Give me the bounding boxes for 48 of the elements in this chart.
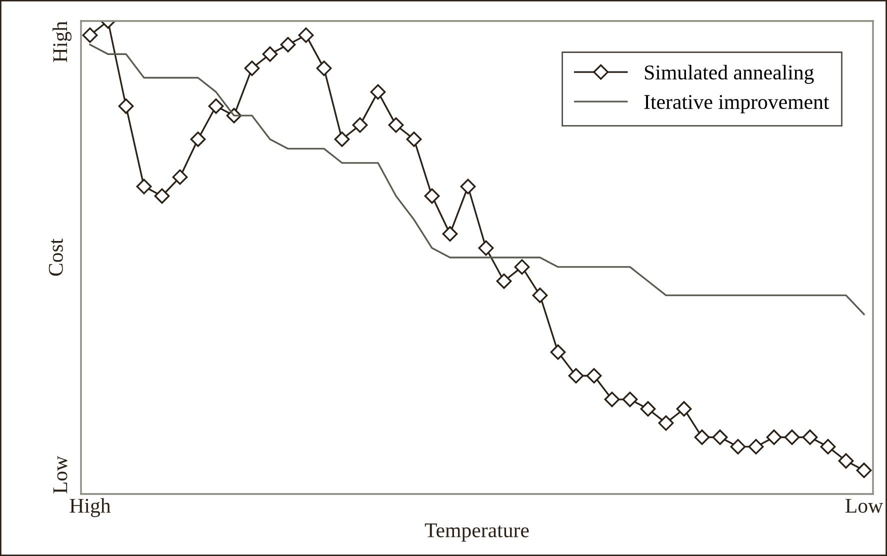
point <box>370 84 386 100</box>
y-axis-title: Cost <box>48 238 63 276</box>
point <box>82 27 98 43</box>
point <box>352 117 368 133</box>
point <box>478 240 494 256</box>
point <box>424 188 440 204</box>
point <box>316 60 332 76</box>
point <box>658 415 674 431</box>
point <box>442 226 458 242</box>
point <box>640 401 656 417</box>
point <box>406 132 422 147</box>
point <box>280 36 296 52</box>
point <box>568 368 584 384</box>
point <box>172 169 188 185</box>
point <box>244 60 260 76</box>
point <box>766 430 782 445</box>
point <box>154 188 170 204</box>
point <box>190 132 206 147</box>
point <box>784 430 800 445</box>
point <box>262 46 278 62</box>
point <box>136 178 152 194</box>
point <box>334 132 350 147</box>
point <box>298 27 314 43</box>
point <box>118 98 134 114</box>
point <box>748 438 764 454</box>
point <box>496 273 512 289</box>
point <box>712 430 728 445</box>
point <box>802 430 818 445</box>
point <box>586 368 602 384</box>
point <box>388 117 404 133</box>
point <box>694 430 710 445</box>
point <box>460 178 476 194</box>
text: Low <box>53 456 68 494</box>
point <box>208 98 224 114</box>
x-axis-title: Temperature <box>424 523 529 542</box>
point <box>856 462 872 478</box>
point <box>532 288 548 304</box>
point <box>622 392 638 408</box>
point <box>820 438 836 454</box>
legend-label: Simulated annealing <box>644 64 814 84</box>
point <box>550 344 566 360</box>
point <box>514 259 530 275</box>
point <box>838 453 854 469</box>
point <box>730 438 746 454</box>
point <box>604 392 620 408</box>
text: High <box>52 21 72 62</box>
point <box>676 401 692 417</box>
legend-label: Iterative improvement <box>644 95 830 114</box>
